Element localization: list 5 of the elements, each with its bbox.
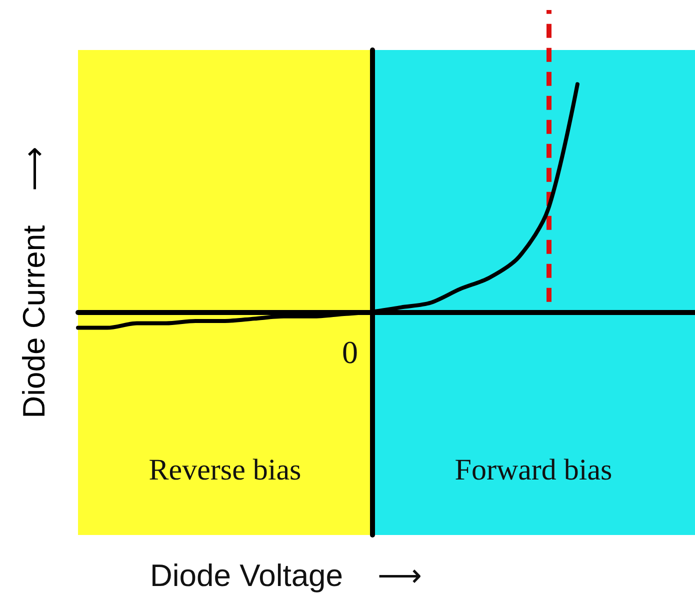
text: 0	[342, 334, 358, 370]
y-axis-title: Diode Current ⟶	[16, 146, 52, 418]
text: Forward bias	[454, 454, 612, 486]
text: Diode Voltage ⟶	[150, 558, 422, 593]
text: Reverse bias	[148, 454, 302, 486]
